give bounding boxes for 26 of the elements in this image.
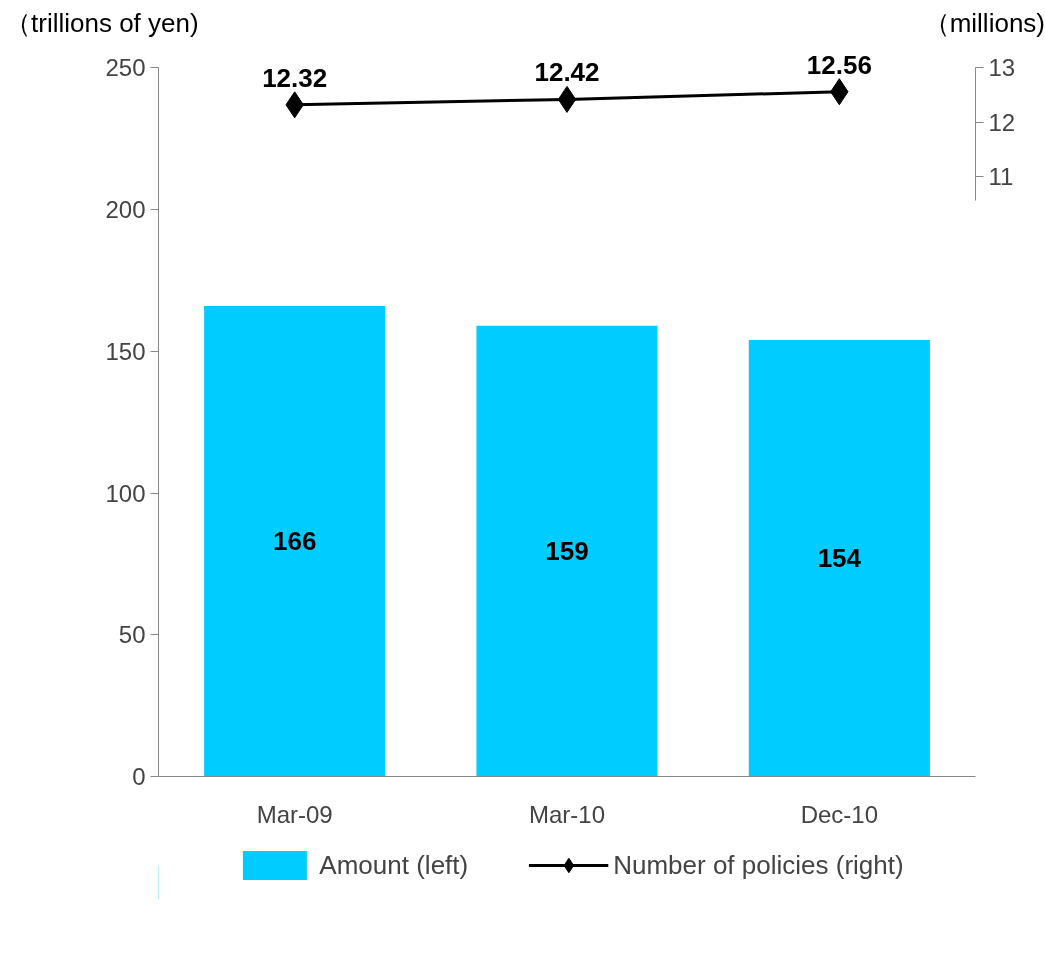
y2-axis-title: （millions) — [923, 7, 1045, 40]
data-label: 154 — [817, 543, 862, 574]
data-label: 166 — [272, 526, 317, 557]
y-tick-label: 100 — [105, 479, 146, 507]
point — [557, 85, 577, 113]
y-tick-label: 50 — [118, 621, 146, 649]
x-tick-label: Mar-09 — [256, 800, 333, 828]
y-tick-label: 150 — [105, 337, 146, 365]
y-axis-title: （trillions of yen) — [5, 7, 199, 40]
y2-tick-label: 12 — [988, 108, 1016, 136]
legend-label: Amount (left) — [319, 849, 469, 881]
bar — [748, 339, 930, 777]
data-label: 159 — [545, 536, 589, 567]
x-tick-label: Dec-10 — [800, 800, 879, 828]
y-tick-label: 200 — [105, 196, 146, 224]
y-tick-label: 250 — [105, 54, 146, 82]
x-tick-label: Mar-10 — [528, 800, 606, 828]
bar — [204, 305, 386, 777]
data-label: 12.42 — [534, 57, 600, 88]
y-tick-label: 0 — [132, 763, 146, 790]
y2-tick-label: 13 — [988, 54, 1016, 82]
data-label: 12.56 — [806, 49, 872, 80]
bar — [476, 325, 658, 777]
data-label: 12.32 — [262, 62, 328, 93]
y2-tick-label: 11 — [988, 163, 1014, 191]
legend-label: Number of policies (right) — [613, 849, 904, 881]
